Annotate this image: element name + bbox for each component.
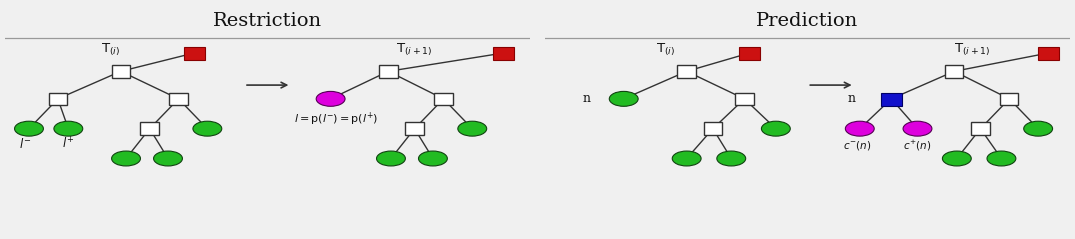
Ellipse shape <box>717 151 746 166</box>
FancyBboxPatch shape <box>493 47 514 60</box>
Text: Restriction: Restriction <box>213 12 322 30</box>
Ellipse shape <box>112 151 141 166</box>
Text: $l^{+}$: $l^{+}$ <box>62 136 74 151</box>
FancyBboxPatch shape <box>48 92 67 105</box>
Text: $\mathrm{T}_{(i+1)}$: $\mathrm{T}_{(i+1)}$ <box>397 41 433 58</box>
Text: $l = \mathrm{p}(l^{-}) = \mathrm{p}(l^{+})$: $l = \mathrm{p}(l^{-}) = \mathrm{p}(l^{+… <box>293 111 378 128</box>
Ellipse shape <box>1023 121 1052 136</box>
Ellipse shape <box>943 151 972 166</box>
Ellipse shape <box>192 121 221 136</box>
Text: Prediction: Prediction <box>756 12 859 30</box>
Text: $\mathrm{T}_{(i)}$: $\mathrm{T}_{(i)}$ <box>656 41 675 58</box>
Ellipse shape <box>987 151 1016 166</box>
FancyBboxPatch shape <box>141 122 159 135</box>
Text: $c^{+}(n)$: $c^{+}(n)$ <box>903 139 932 153</box>
FancyBboxPatch shape <box>972 122 990 135</box>
Ellipse shape <box>54 121 83 136</box>
Text: $\mathrm{T}_{(i+1)}$: $\mathrm{T}_{(i+1)}$ <box>955 41 991 58</box>
Ellipse shape <box>903 121 932 136</box>
Ellipse shape <box>376 151 405 166</box>
Ellipse shape <box>154 151 183 166</box>
FancyBboxPatch shape <box>1038 47 1059 60</box>
FancyBboxPatch shape <box>184 47 204 60</box>
FancyBboxPatch shape <box>1000 92 1018 105</box>
Ellipse shape <box>610 91 639 106</box>
Ellipse shape <box>761 121 790 136</box>
Ellipse shape <box>845 121 874 136</box>
Ellipse shape <box>418 151 447 166</box>
Text: n: n <box>583 92 591 105</box>
FancyBboxPatch shape <box>740 47 760 60</box>
FancyBboxPatch shape <box>170 92 188 105</box>
FancyBboxPatch shape <box>945 65 963 78</box>
FancyBboxPatch shape <box>704 122 722 135</box>
FancyBboxPatch shape <box>379 65 398 78</box>
FancyBboxPatch shape <box>735 92 754 105</box>
FancyBboxPatch shape <box>405 122 424 135</box>
Text: n: n <box>848 92 856 105</box>
FancyBboxPatch shape <box>677 65 696 78</box>
FancyBboxPatch shape <box>112 65 130 78</box>
Text: $c^{-}(n)$: $c^{-}(n)$ <box>843 139 872 152</box>
Ellipse shape <box>458 121 487 136</box>
Text: $l^{-}$: $l^{-}$ <box>19 137 31 151</box>
Text: $\mathrm{T}_{(i)}$: $\mathrm{T}_{(i)}$ <box>101 41 120 58</box>
FancyBboxPatch shape <box>880 93 902 106</box>
FancyBboxPatch shape <box>434 92 453 105</box>
Ellipse shape <box>15 121 43 136</box>
Ellipse shape <box>316 91 345 106</box>
Ellipse shape <box>672 151 701 166</box>
